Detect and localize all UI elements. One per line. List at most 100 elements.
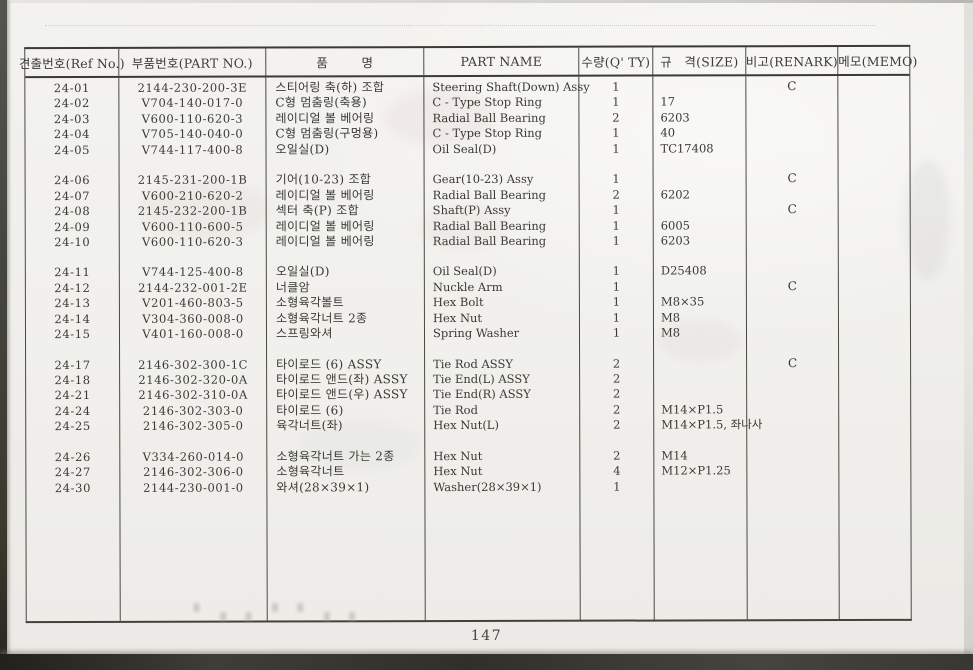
row-group-gap <box>26 158 119 173</box>
cell-qty: 1 <box>612 263 621 278</box>
cell-part_no: 2146-302-320-0A <box>138 372 248 387</box>
row-group-gap <box>654 249 746 264</box>
cell-memo <box>838 141 909 157</box>
cell-ref: 24-13 <box>54 296 91 311</box>
cell-part_name: Spring Washer <box>432 325 520 341</box>
row-group-gap <box>580 157 653 172</box>
cell-name_kr: C형 멈춤링(구멍용) <box>275 126 379 141</box>
cell-size <box>654 387 746 403</box>
row-group-gap <box>580 341 653 356</box>
parts-table-body: 24-01 24-02 24-03 24-04 24-05 24-06 24-07 24-08… <box>25 76 910 622</box>
cell-part_name: Hex Nut <box>433 464 483 479</box>
cell-memo <box>839 402 910 418</box>
cell-part_name: Washer(28×39×1) <box>433 479 542 494</box>
cell-part_no: V334-260-014-0 <box>142 449 245 464</box>
cell-ref: 24-26 <box>54 449 91 464</box>
parts-table: 견출번호(Ref No.) 부품번호(PART NO.) 품 명 PART NA… <box>19 44 918 624</box>
header-size: 규 격(SIZE) <box>653 47 747 75</box>
cell-part_name: Tie End(L) ASSY <box>433 371 530 387</box>
column-part-name: Steering Shaft(Down) Assy C - Type Stop R… <box>424 76 590 621</box>
cell-part_name: Radial Ball Bearing <box>432 187 547 202</box>
cell-remark <box>747 218 838 234</box>
cell-name_kr: 타이로드 앤드(우) ASSY <box>276 387 408 402</box>
column-name-kr: 스티어링 축(하) 조합 C형 멈춤링(축용) 레이디얼 볼 베어링 C형 멈춤링(구… <box>266 77 426 621</box>
cell-part_name: Radial Ball Bearing <box>432 218 547 233</box>
cell-part_no: 2144-232-001-2E <box>138 280 248 295</box>
header-part-name: PART NAME <box>424 47 580 76</box>
cell-name_kr: 소형육각너트 2종 <box>275 310 368 326</box>
row-group-gap <box>267 434 424 449</box>
cell-qty: 2 <box>613 402 621 417</box>
cell-size: M8×35 <box>660 294 705 309</box>
row-group-gap <box>120 434 266 449</box>
row-group-gap <box>580 249 653 264</box>
header-name-kr: 품 명 <box>266 48 425 76</box>
header-memo: 메모(MEMO) <box>838 53 918 70</box>
cell-ref: 24-03 <box>53 111 91 126</box>
cell-name_kr: 스프링와셔 <box>275 326 333 341</box>
cell-remark <box>747 386 838 402</box>
cell-part_no: 2144-230-001-0 <box>143 480 244 495</box>
cell-name_kr: 너클암 <box>275 280 310 295</box>
cell-size <box>653 79 745 95</box>
scan-edge-top <box>0 0 973 3</box>
cell-size: 17 <box>660 94 676 109</box>
cell-size: 6203 <box>660 233 691 248</box>
cell-part_no: 2146-302-305-0 <box>142 418 244 434</box>
cell-ref: 24-17 <box>54 357 91 372</box>
row-group-gap <box>747 156 838 171</box>
column-remark: C C C C C <box>746 76 840 620</box>
column-memo <box>838 76 910 619</box>
cell-part_no: 2146-302-303-0 <box>142 403 244 418</box>
cell-part_name: Gear(10-23) Assy <box>432 172 534 187</box>
cell-ref: 24-30 <box>54 480 91 495</box>
cell-qty: 1 <box>612 125 620 140</box>
cell-ref: 24-24 <box>54 403 91 418</box>
cell-name_kr: 섹터 축(P) 조합 <box>275 203 359 218</box>
cell-part_name: Oil Seal(D) <box>432 264 497 279</box>
cell-remark <box>746 110 837 126</box>
cell-size <box>654 371 746 387</box>
cell-ref: 24-14 <box>54 311 91 326</box>
cell-qty: 2 <box>613 417 621 432</box>
cell-memo <box>838 125 909 141</box>
cell-part_name: Hex Nut <box>432 310 483 325</box>
cell-name_kr: 와셔(28×39×1) <box>276 479 370 495</box>
cell-qty: 1 <box>612 79 620 94</box>
cell-part_no: V600-110-620-3 <box>141 111 244 126</box>
row-group-gap <box>839 156 910 171</box>
cell-remark <box>747 448 838 464</box>
cell-part_no: 2146-302-310-0A <box>138 388 248 403</box>
cell-qty: 1 <box>612 294 621 309</box>
cell-name_kr: 소형육각너트 가는 2종 <box>276 448 395 464</box>
column-size: 17 6203 40 TC17408 6202 6005 6203 D25408 M8×3… <box>653 76 762 620</box>
cell-size: M8 <box>660 310 681 325</box>
cell-memo <box>839 325 910 341</box>
cell-part_no: V600-110-620-3 <box>141 234 244 249</box>
cell-remark <box>747 371 838 387</box>
cell-name_kr: 오일실(D) <box>275 142 330 157</box>
row-group-gap <box>580 433 653 448</box>
faint-scan-line <box>45 25 875 26</box>
row-group-gap <box>654 156 746 171</box>
scan-edge-bottom <box>0 654 973 670</box>
cell-remark <box>747 479 838 495</box>
cell-part_name: Tie Rod <box>433 402 478 417</box>
cell-qty: 1 <box>612 310 621 325</box>
parts-table-header-row: 견출번호(Ref No.) 부품번호(PART NO.) 품 명 PART NA… <box>19 46 918 79</box>
cell-remark <box>747 402 838 418</box>
cell-qty: 1 <box>612 218 620 233</box>
cell-ref: 24-09 <box>54 219 91 234</box>
cell-ref: 24-06 <box>53 173 91 188</box>
cell-size: TC17408 <box>660 141 714 156</box>
cell-ref: 24-01 <box>53 80 90 96</box>
row-group-gap <box>26 342 119 357</box>
cell-qty: 1 <box>613 479 621 494</box>
cell-name_kr: 육각너트(좌) <box>276 418 343 433</box>
cell-size: 6202 <box>660 187 690 202</box>
cell-memo <box>838 79 909 95</box>
cell-remark <box>747 325 838 341</box>
row-group-gap <box>654 433 746 448</box>
row-group-gap <box>839 248 910 263</box>
